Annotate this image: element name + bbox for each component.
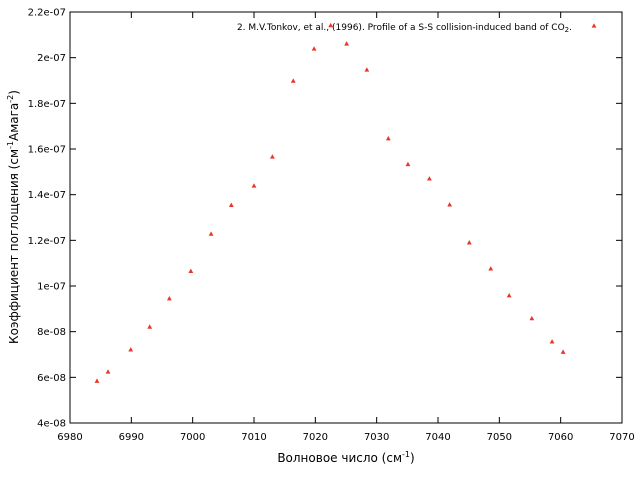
data-point bbox=[290, 78, 296, 83]
y-tick-label: 8e-08 bbox=[37, 327, 66, 338]
data-point bbox=[228, 202, 234, 207]
x-tick-label: 7040 bbox=[425, 432, 450, 443]
y-tick-label: 1.2e-07 bbox=[28, 236, 66, 247]
data-point bbox=[105, 369, 111, 374]
x-tick-label: 6990 bbox=[119, 432, 144, 443]
y-tick-label: 1.8e-07 bbox=[28, 99, 66, 110]
legend-marker-triangle bbox=[591, 23, 597, 28]
y-tick-label: 6e-08 bbox=[37, 373, 66, 384]
data-point bbox=[506, 293, 512, 298]
legend-entry-text: 2. M.V.Tonkov, et al., (1996). Profile o… bbox=[237, 23, 572, 34]
x-tick-label: 7010 bbox=[241, 432, 266, 443]
y-tick-label: 2.2e-07 bbox=[28, 8, 66, 19]
data-point bbox=[488, 266, 494, 271]
x-tick-label: 7020 bbox=[303, 432, 328, 443]
data-point bbox=[529, 315, 535, 321]
data-point bbox=[344, 41, 350, 46]
data-point bbox=[549, 339, 555, 344]
data-point bbox=[447, 202, 453, 207]
y-tick-label: 1.6e-07 bbox=[28, 145, 66, 156]
y-tick-label: 1.4e-07 bbox=[28, 190, 66, 201]
data-point bbox=[188, 268, 194, 273]
y-tick-label: 1e-07 bbox=[37, 282, 66, 293]
data-point bbox=[311, 46, 317, 51]
data-point bbox=[405, 161, 411, 167]
x-axis-ticks: 6980 6990 7000 7010 7020 7030 7040 7050 7060 7070 bbox=[57, 12, 635, 443]
y-axis-ticks: 4e-08 6e-08 8e-08 1e-07 1.2e-07 1.4e-07 1.6e-0… bbox=[28, 8, 622, 430]
data-point bbox=[147, 324, 153, 329]
data-point bbox=[270, 154, 275, 159]
plot-frame bbox=[69, 11, 623, 424]
data-point bbox=[328, 22, 334, 28]
data-point bbox=[251, 183, 257, 188]
data-point bbox=[385, 135, 391, 141]
data-point bbox=[466, 240, 472, 245]
y-tick-label: 4e-08 bbox=[37, 419, 66, 430]
y-axis-label: Коэффициент поглощения (см-1Амага-2) bbox=[6, 90, 21, 344]
legend: 2. M.V.Tonkov, et al., (1996). Profile o… bbox=[237, 23, 597, 34]
x-tick-label: 6980 bbox=[57, 432, 82, 443]
data-point bbox=[560, 349, 566, 354]
data-point bbox=[364, 67, 370, 72]
data-point bbox=[128, 347, 134, 352]
x-tick-label: 7070 bbox=[609, 432, 634, 443]
x-tick-label: 7030 bbox=[364, 432, 389, 443]
y-tick-label: 2e-07 bbox=[37, 53, 66, 64]
x-tick-label: 7000 bbox=[180, 432, 205, 443]
data-point bbox=[208, 231, 214, 236]
x-axis-label: Волновое число (см-1) bbox=[277, 450, 414, 465]
data-series-points bbox=[94, 22, 566, 383]
x-tick-label: 7060 bbox=[548, 432, 573, 443]
data-point bbox=[166, 295, 172, 301]
data-point bbox=[94, 378, 100, 383]
data-point bbox=[427, 176, 432, 181]
x-tick-label: 7050 bbox=[487, 432, 512, 443]
